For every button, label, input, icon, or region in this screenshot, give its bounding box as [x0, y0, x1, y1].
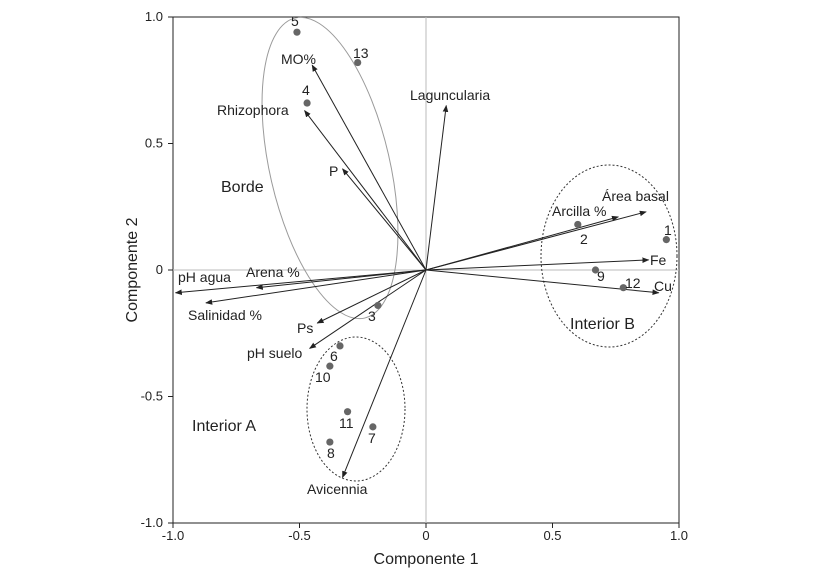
point-label-11: 11 — [339, 415, 354, 431]
group-label-borde: Borde — [221, 179, 264, 196]
vector-label-ph-suelo: pH suelo — [247, 345, 302, 361]
point-label-5: 5 — [291, 13, 299, 29]
vector-label-area-basal: Área basal — [602, 188, 669, 204]
vector-label-ph-agua: pH agua — [178, 269, 231, 285]
loading-vector — [174, 269, 427, 295]
score-point — [343, 408, 352, 416]
score-point — [591, 266, 600, 274]
y-tick-label: -1.0 — [141, 515, 163, 530]
point-label-8: 8 — [327, 445, 335, 461]
point-label-9: 9 — [597, 268, 605, 284]
x-tick-label: 0 — [422, 528, 429, 543]
x-tick-label: -0.5 — [288, 528, 310, 543]
vector-labels: MO% Rhizophora Laguncularia P Área basal… — [178, 51, 672, 497]
loading-vector — [342, 168, 427, 271]
score-point — [374, 301, 382, 310]
point-label-10: 10 — [315, 369, 331, 385]
group-labels: Borde Interior A Interior B — [192, 179, 635, 435]
loading-vector — [425, 215, 619, 271]
vector-label-ps: Ps — [297, 320, 313, 336]
point-label-13: 13 — [353, 45, 369, 61]
y-tick-label: -0.5 — [141, 389, 163, 404]
score-point — [662, 236, 670, 244]
score-point — [326, 438, 334, 446]
point-label-4: 4 — [302, 82, 310, 98]
loading-vector — [255, 269, 427, 290]
y-tick-label: 1.0 — [145, 9, 163, 24]
y-tick-label: 0.5 — [145, 136, 163, 151]
point-label-1: 1 — [664, 222, 672, 238]
group-ellipse-interior-b — [540, 164, 678, 348]
point-label-3: 3 — [368, 308, 376, 324]
y-tick-label: 0 — [156, 262, 163, 277]
vector-label-salinidad: Salinidad % — [188, 307, 262, 323]
vector-label-arena: Arena % — [246, 264, 300, 280]
x-tick-labels: -1.0 -0.5 0 0.5 1.0 — [162, 528, 688, 543]
x-axis-title: Componente 1 — [374, 551, 479, 568]
group-label-interior-b: Interior B — [570, 316, 635, 333]
loading-vector — [425, 104, 449, 271]
group-ellipse-interior-a — [306, 336, 406, 482]
vector-label-avicennia: Avicennia — [307, 481, 368, 497]
loading-vector — [316, 269, 427, 324]
score-points — [293, 28, 670, 446]
point-label-6: 6 — [330, 348, 338, 364]
loading-vector — [342, 269, 427, 479]
y-axis-title: Componente 2 — [124, 217, 141, 322]
vector-label-fe: Fe — [650, 252, 667, 268]
score-point — [303, 99, 311, 107]
x-tick-label: -1.0 — [162, 528, 184, 543]
vector-label-p: P — [329, 163, 338, 179]
vector-label-laguncularia: Laguncularia — [410, 87, 490, 103]
score-point — [574, 220, 582, 229]
score-point — [619, 284, 627, 292]
score-point — [369, 423, 377, 431]
score-point — [354, 58, 362, 67]
vector-label-arcilla: Arcilla % — [552, 203, 606, 219]
vector-label-mo: MO% — [281, 51, 316, 67]
loading-vector — [304, 110, 427, 271]
loading-vector — [425, 269, 660, 295]
point-label-7: 7 — [368, 430, 376, 446]
score-point — [326, 362, 334, 370]
vector-label-rhizophora: Rhizophora — [217, 102, 289, 118]
vector-label-cu: Cu — [654, 278, 672, 294]
y-tick-labels: -1.0 -0.5 0 0.5 1.0 — [141, 9, 163, 530]
loading-vector — [311, 64, 427, 271]
point-labels: 1 2 3 4 5 6 7 8 9 10 11 12 13 — [291, 13, 672, 461]
point-label-12: 12 — [625, 275, 641, 291]
loading-vector — [425, 257, 650, 271]
score-point — [293, 28, 301, 36]
point-label-2: 2 — [580, 231, 588, 247]
loading-vectors — [174, 64, 660, 479]
loading-vector — [309, 269, 427, 349]
group-ellipse-borde — [261, 16, 399, 320]
loading-vector — [205, 269, 427, 305]
x-tick-label: 0.5 — [543, 528, 561, 543]
x-tick-label: 1.0 — [670, 528, 688, 543]
score-point — [336, 342, 344, 350]
axis-ticks — [168, 16, 680, 528]
group-label-interior-a: Interior A — [192, 418, 256, 435]
